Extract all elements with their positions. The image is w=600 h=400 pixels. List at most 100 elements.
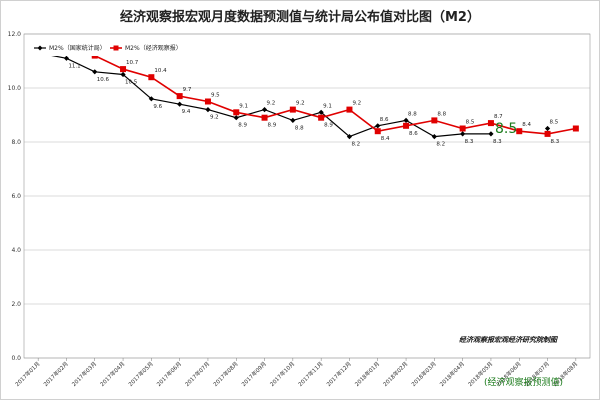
data-label-nbs: 8.9 — [238, 123, 247, 129]
legend-label-eeo: M2%（经济观察报） — [125, 44, 182, 52]
x-tick-label: 2018年02月 — [381, 360, 409, 388]
x-tick-label: 2017年02月 — [42, 360, 70, 388]
data-point-diamond — [177, 101, 183, 107]
data-point-square — [346, 106, 353, 113]
data-label-nbs: 8.8 — [408, 111, 417, 117]
data-label-nbs: 10.6 — [97, 77, 110, 83]
source-note: (经济观察报预测值) — [484, 376, 563, 388]
series-line — [38, 52, 576, 135]
y-tick-label: 0.0 — [11, 355, 21, 362]
data-label-nbs: 10.5 — [125, 80, 138, 86]
x-tick-label: 2018年01月 — [353, 360, 381, 388]
x-tick-label: 2017年09月 — [240, 360, 268, 388]
x-tick-label: 2017年04月 — [98, 360, 126, 388]
y-tick-label: 10.0 — [8, 85, 22, 92]
data-point-diamond — [92, 69, 98, 75]
x-tick-label: 2017年10月 — [268, 360, 296, 388]
data-point-square — [572, 125, 579, 132]
data-label-eeo: 8.3 — [551, 139, 560, 145]
legend-marker-nbs — [37, 45, 43, 51]
series-layer — [35, 49, 579, 140]
data-label-eeo: 9.2 — [296, 101, 305, 107]
x-tick-label: 2017年05月 — [126, 360, 154, 388]
data-point-diamond — [403, 117, 409, 123]
data-label-nbs: 8.3 — [465, 139, 474, 145]
data-point-square — [487, 120, 494, 127]
data-label-eeo: 10.7 — [126, 60, 139, 66]
y-tick-label: 12.0 — [8, 31, 22, 38]
data-point-diamond — [488, 131, 494, 137]
data-label-nbs: 9.2 — [267, 101, 276, 107]
data-labels: 11.1 10.6 10.5 9.6 9.4 9.2 8.9 9.2 8.8 9.1 8.2 8.6 8… — [41, 44, 560, 148]
data-point-square — [204, 98, 211, 105]
highlight-value: 8.5 — [495, 121, 517, 137]
data-label-nbs: 9.6 — [153, 104, 162, 110]
data-point-diamond — [318, 109, 324, 115]
data-label-eeo: 8.7 — [494, 114, 503, 120]
data-label-eeo: 9.2 — [352, 101, 361, 107]
data-label-eeo: 9.7 — [183, 87, 192, 93]
data-point-square — [233, 109, 240, 116]
data-point-square — [176, 93, 183, 100]
data-label-nbs: 8.6 — [380, 117, 389, 123]
legend: M2%（国家统计局） M2%（经济观察报） — [30, 40, 182, 56]
legend-box — [30, 40, 180, 56]
data-label-nbs: 8.8 — [295, 125, 304, 131]
data-point-diamond — [233, 115, 239, 121]
data-label-nbs: 8.3 — [493, 139, 502, 145]
y-tick-label: 4.0 — [11, 247, 21, 254]
data-point-square — [289, 106, 296, 113]
data-point-square — [403, 122, 410, 129]
data-point-diamond — [431, 134, 437, 140]
y-tick-label: 2.0 — [11, 301, 21, 308]
x-tick-label: 2017年12月 — [325, 360, 353, 388]
data-point-diamond — [261, 107, 268, 113]
series-1 — [35, 50, 551, 140]
data-point-diamond — [63, 55, 70, 61]
y-tick-label: 8.0 — [11, 139, 21, 146]
data-label-eeo: 8.4 — [381, 136, 390, 142]
x-tick-label: 2017年08月 — [211, 360, 239, 388]
data-point-diamond — [460, 131, 466, 137]
data-label-nbs: 11.1 — [68, 63, 80, 69]
data-label-eeo: 10.4 — [154, 68, 167, 74]
data-point-diamond — [346, 134, 353, 140]
data-point-square — [431, 117, 438, 124]
data-label-nbs: 9.2 — [210, 115, 219, 121]
data-point-square — [544, 130, 551, 137]
x-tick-label: 2017年01月 — [13, 360, 41, 388]
data-label-eeo: 8.4 — [522, 122, 531, 128]
x-tick-label: 2017年03月 — [70, 360, 98, 388]
data-label-eeo: 9.5 — [211, 93, 220, 99]
legend-label-nbs: M2%（国家统计局） — [49, 44, 106, 52]
chart-title: 经济观察报宏观月度数据预测值与统计局公布值对比图（M2） — [120, 9, 480, 25]
data-point-square — [459, 125, 466, 132]
data-point-square — [318, 114, 325, 121]
data-label-eeo: 8.9 — [268, 123, 277, 129]
data-point-square — [120, 66, 127, 73]
data-point-diamond — [375, 123, 381, 129]
data-point-diamond — [290, 117, 296, 123]
data-label-nbs: 9.1 — [323, 103, 332, 109]
series-line — [38, 52, 491, 138]
legend-marker-eeo — [113, 45, 119, 51]
x-tick-label: 2017年06月 — [155, 360, 183, 388]
data-label-nbs: 9.4 — [182, 109, 191, 115]
x-tick-label: 2017年11月 — [296, 360, 324, 388]
data-point-diamond — [205, 107, 211, 113]
watermark-text: 经济观察报宏观经济研究院制图 — [459, 335, 559, 344]
data-point-diamond — [120, 71, 126, 78]
data-label-eeo: 8.5 — [466, 120, 475, 126]
y-tick-label: 6.0 — [11, 193, 21, 200]
data-label-nbs: 8.2 — [351, 142, 360, 148]
data-point-square — [261, 114, 268, 121]
data-label-eeo: 8.6 — [409, 131, 418, 137]
data-label-eeo: 8.9 — [324, 123, 333, 129]
data-label-eeo: 9.1 — [239, 103, 248, 109]
data-label-eeo: 8.8 — [437, 111, 446, 117]
data-label-nbs: 8.5 — [550, 120, 559, 126]
x-tick-label: 2018年03月 — [409, 360, 437, 388]
